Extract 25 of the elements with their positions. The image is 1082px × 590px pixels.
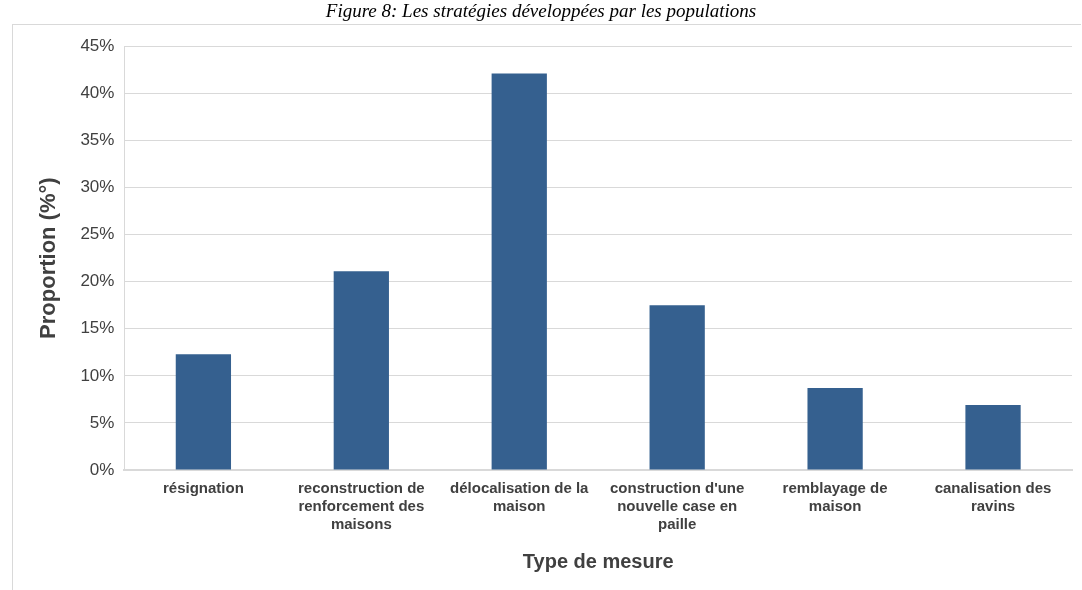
bar [807, 388, 863, 470]
x-tick-label: canalisation des ravins [934, 479, 1052, 515]
y-tick-label: 5% [89, 412, 115, 432]
x-tick-label: reconstruction de renforcement des maisons [297, 479, 425, 533]
y-axis-title: Proportion (%°) [35, 177, 61, 339]
x-tick-label: délocalisation de la maison [450, 479, 590, 515]
y-tick-label: 25% [80, 224, 115, 244]
bar [333, 271, 389, 470]
bar [175, 354, 232, 470]
x-axis-title: Type de mesure [522, 549, 674, 572]
y-tick-label: 10% [80, 365, 115, 385]
y-tick-label: 20% [80, 271, 115, 291]
y-tick-label: 0% [89, 459, 115, 479]
chart-title: Figure 8: Les stratégies développées par les populations [324, 0, 758, 22]
y-tick-label: 15% [80, 318, 115, 338]
y-tick-label: 35% [80, 130, 115, 150]
bar [491, 73, 547, 470]
y-tick-label: 45% [80, 35, 115, 55]
bar [649, 305, 705, 470]
y-tick-label: 40% [80, 82, 115, 102]
y-tick-label: 30% [80, 177, 115, 197]
x-tick-label: remblayage de maison [782, 479, 888, 515]
x-tick-label: construction d'une nouvelle case en paille [609, 479, 745, 533]
x-tick-label: résignation [162, 479, 244, 497]
bar [965, 405, 1021, 470]
